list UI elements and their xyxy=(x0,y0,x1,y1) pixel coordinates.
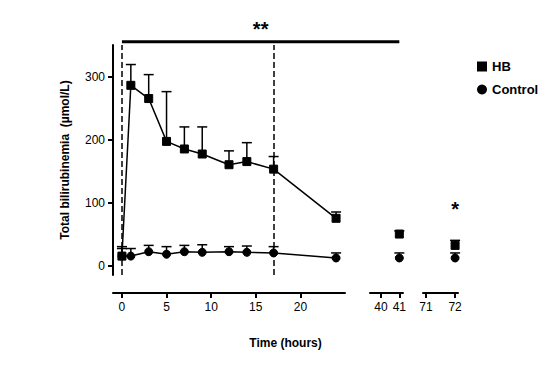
svg-text:100: 100 xyxy=(85,196,105,210)
svg-text:Time (hours): Time (hours) xyxy=(249,336,321,350)
svg-text:15: 15 xyxy=(249,300,263,314)
svg-text:10: 10 xyxy=(204,300,218,314)
svg-text:*: * xyxy=(451,198,459,220)
svg-text:0: 0 xyxy=(119,300,126,314)
svg-text:200: 200 xyxy=(85,133,105,147)
svg-text:300: 300 xyxy=(85,70,105,84)
svg-text:20: 20 xyxy=(294,300,308,314)
svg-text:HB: HB xyxy=(492,59,511,74)
svg-text:72: 72 xyxy=(448,300,462,314)
svg-text:Total bilirubinemia (µmol/L): Total bilirubinemia (µmol/L) xyxy=(58,80,72,239)
svg-text:41: 41 xyxy=(393,300,407,314)
svg-text:Control: Control xyxy=(492,82,538,97)
svg-text:40: 40 xyxy=(374,300,388,314)
svg-text:71: 71 xyxy=(419,300,433,314)
svg-text:5: 5 xyxy=(163,300,170,314)
svg-text:0: 0 xyxy=(98,259,105,273)
svg-text:**: ** xyxy=(253,18,269,40)
